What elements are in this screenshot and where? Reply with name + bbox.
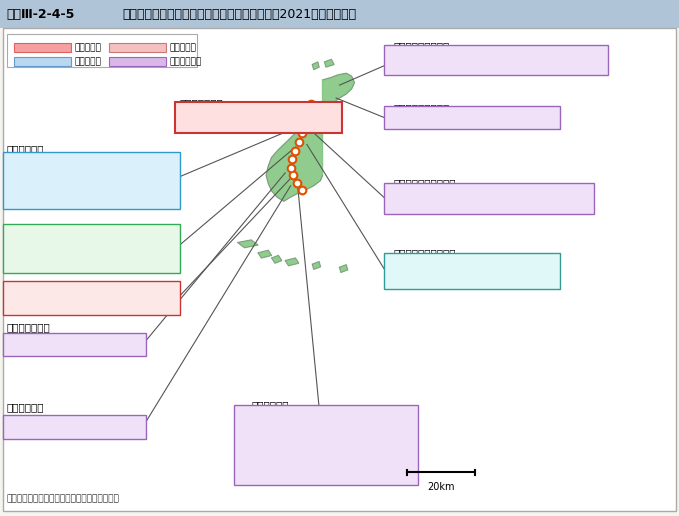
Text: 20km: 20km (428, 482, 455, 492)
FancyBboxPatch shape (3, 415, 146, 439)
Polygon shape (266, 73, 354, 201)
Text: 在日米海軍: 在日米海軍 (170, 43, 197, 52)
Text: 在日米空軍: 在日米空軍 (75, 57, 102, 66)
Text: ホワイト・ビーチ地区: ホワイト・ビーチ地区 (394, 248, 456, 257)
Text: 沖縄における在日米軍主要部隊などの配置図（2021年度末現在）: 沖縄における在日米軍主要部隊などの配置図（2021年度末現在） (122, 8, 356, 21)
Text: 第10支援群: 第10支援群 (180, 109, 217, 119)
Text: ● F-15戦闘機: ● F-15戦闘機 (12, 172, 58, 181)
FancyBboxPatch shape (384, 106, 560, 129)
FancyBboxPatch shape (3, 152, 180, 209)
FancyBboxPatch shape (109, 57, 166, 66)
Text: 普天間飛行場: 普天間飛行場 (251, 400, 289, 410)
Text: 牧港補給地区: 牧港補給地区 (7, 402, 44, 412)
Text: 在日米海兵隊: 在日米海兵隊 (170, 57, 202, 66)
Text: 第36海兵航空群: 第36海兵航空群 (242, 415, 291, 425)
Text: 第18航空団: 第18航空団 (12, 163, 49, 172)
Text: ● ペトリオットPAC-3: ● ペトリオットPAC-3 (12, 301, 81, 310)
Text: 図表Ⅲ-2-4-5: 図表Ⅲ-2-4-5 (7, 8, 75, 21)
Polygon shape (285, 258, 299, 266)
FancyBboxPatch shape (109, 43, 166, 52)
Text: ● E-3早期警戒管制機　など: ● E-3早期警戒管制機 など (12, 197, 91, 205)
Text: キャンプ瑞慶覧: キャンプ瑞慶覧 (7, 322, 50, 332)
Polygon shape (272, 255, 282, 263)
FancyBboxPatch shape (14, 57, 71, 66)
FancyBboxPatch shape (3, 224, 180, 273)
FancyBboxPatch shape (3, 281, 180, 315)
Text: ● P-8A哨戒機　など: ● P-8A哨戒機 など (12, 252, 75, 261)
FancyBboxPatch shape (3, 333, 146, 356)
Text: ● KC-135空中給油機: ● KC-135空中給油機 (12, 180, 81, 189)
Polygon shape (325, 59, 334, 67)
Text: ● MV-22オスプレイ　など: ● MV-22オスプレイ など (242, 449, 324, 458)
Polygon shape (258, 250, 272, 258)
Text: キャンプ・コートニー: キャンプ・コートニー (394, 178, 456, 188)
FancyBboxPatch shape (0, 0, 679, 28)
FancyBboxPatch shape (14, 43, 71, 52)
Text: 第３海兵機動展開部隊司令部
第３海兵師団司令部: 第３海兵機動展開部隊司令部 第３海兵師団司令部 (392, 188, 468, 209)
Text: 第１海兵航空団司令部: 第１海兵航空団司令部 (12, 340, 71, 349)
Text: 沖縄艦隊基地隊
対潜哨戒機中隊: 沖縄艦隊基地隊 対潜哨戒機中隊 (12, 235, 53, 256)
FancyBboxPatch shape (384, 253, 560, 289)
Polygon shape (340, 265, 348, 272)
Text: 第１特殊部隊（空挺）第１大隊: 第１特殊部隊（空挺）第１大隊 (180, 119, 255, 127)
FancyBboxPatch shape (7, 34, 197, 67)
Text: （注）在日米軍ホームページなどをもとに作成: （注）在日米軍ホームページなどをもとに作成 (7, 494, 120, 503)
Polygon shape (312, 62, 319, 70)
Text: ● UH-1ヘリ: ● UH-1ヘリ (242, 441, 286, 450)
Polygon shape (238, 240, 258, 248)
Polygon shape (312, 262, 320, 269)
FancyBboxPatch shape (234, 405, 418, 485)
FancyBboxPatch shape (384, 183, 594, 214)
Text: 第４海兵連隊（歩兵）: 第４海兵連隊（歩兵） (392, 112, 451, 122)
Text: トリイ通信施設: トリイ通信施設 (180, 98, 223, 108)
Text: 在日米陸軍: 在日米陸軍 (75, 43, 102, 52)
FancyBboxPatch shape (384, 45, 608, 75)
Text: ● HH-60ヘリ: ● HH-60ヘリ (12, 188, 61, 197)
Text: ● 港湾施設
● 貯油施設: ● 港湾施設 ● 貯油施設 (392, 260, 427, 282)
Text: 第３海兵後方支援群司令部: 第３海兵後方支援群司令部 (12, 422, 82, 432)
Text: キャンプ・ハンセン: キャンプ・ハンセン (394, 41, 450, 51)
Text: ● 貯油施設: ● 貯油施設 (394, 272, 426, 281)
Text: ● 港湾施設: ● 港湾施設 (394, 263, 426, 272)
FancyBboxPatch shape (3, 28, 676, 511)
Text: ● P-3C対潜哨戒機: ● P-3C対潜哨戒機 (12, 244, 69, 253)
Text: ● CH-53ヘリ: ● CH-53ヘリ (242, 425, 292, 433)
Text: ● AH-1ヘリ: ● AH-1ヘリ (242, 433, 286, 442)
Text: 第１-１防空砲兵大隊: 第１-１防空砲兵大隊 (12, 292, 69, 301)
Text: 嘉手納飛行場: 嘉手納飛行場 (7, 144, 44, 154)
Text: キャンプ・シュワブ: キャンプ・シュワブ (394, 103, 450, 113)
Text: 第12海兵連隊（砲兵）
第31海兵機動展開隊司令部: 第12海兵連隊（砲兵） 第31海兵機動展開隊司令部 (392, 49, 470, 71)
FancyBboxPatch shape (175, 102, 342, 133)
